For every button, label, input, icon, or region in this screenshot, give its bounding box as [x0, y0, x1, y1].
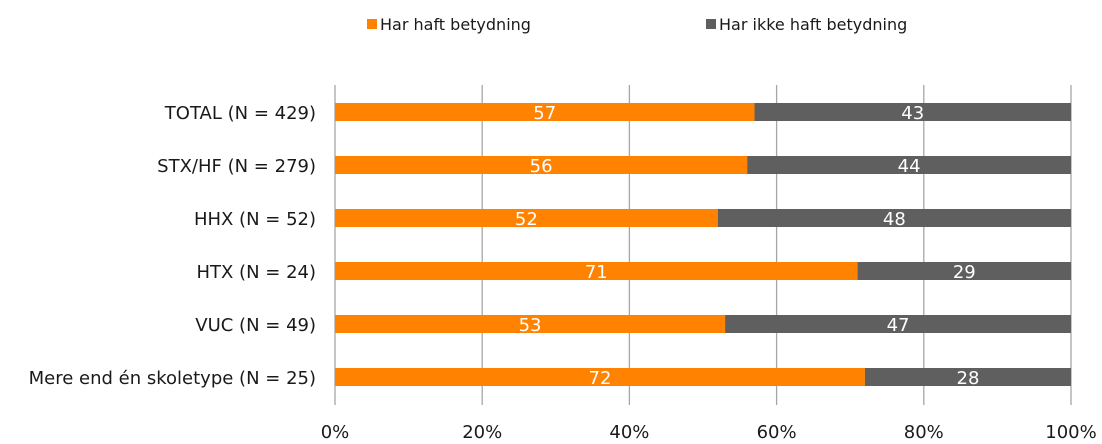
data-label: 72 — [589, 368, 612, 389]
category-labels: TOTAL (N = 429) STX/HF (N = 279) HHX (N = … — [29, 103, 316, 389]
bars — [335, 103, 1071, 386]
legend: Har haft betydning Har ikke haft betydnin… — [367, 15, 907, 34]
bar-segment — [754, 103, 1071, 121]
data-label: 28 — [957, 368, 980, 389]
x-tick-label: 100% — [1045, 422, 1096, 443]
data-label: 53 — [519, 315, 542, 336]
bar-segment — [747, 156, 1071, 174]
bar-segment — [857, 262, 1071, 280]
data-label: 29 — [953, 262, 976, 283]
x-tick-label: 40% — [609, 422, 649, 443]
bar-segment — [864, 368, 1071, 386]
x-tick-label: 20% — [462, 422, 502, 443]
bar-segment — [717, 209, 1071, 227]
category-label: HHX (N = 52) — [194, 209, 316, 230]
bar-segment — [335, 368, 865, 386]
bar-segment — [335, 156, 748, 174]
legend-label: Har haft betydning — [380, 15, 531, 34]
bar-segment — [725, 315, 1071, 333]
data-label: 44 — [898, 156, 921, 177]
x-axis-tick-labels: 0% 20% 40% 60% 80% 100% — [321, 422, 1097, 443]
legend-label: Har ikke haft betydning — [719, 15, 907, 34]
category-label: VUC (N = 49) — [195, 315, 316, 336]
data-labels: 57 43 56 44 52 48 71 29 53 47 72 28 — [515, 103, 980, 389]
category-label: TOTAL (N = 429) — [164, 103, 316, 124]
data-label: 71 — [585, 262, 608, 283]
data-label: 48 — [883, 209, 906, 230]
category-label: Mere end én skoletype (N = 25) — [29, 368, 316, 389]
legend-swatch — [367, 19, 377, 29]
bar-segment — [335, 103, 755, 121]
data-label: 52 — [515, 209, 538, 230]
legend-item: Har haft betydning — [367, 15, 531, 34]
bar-segment — [335, 262, 858, 280]
category-label: STX/HF (N = 279) — [157, 156, 316, 177]
data-label: 56 — [530, 156, 553, 177]
data-label: 57 — [533, 103, 556, 124]
gridlines — [334, 85, 1072, 405]
legend-swatch — [706, 19, 716, 29]
bar-segment — [335, 315, 726, 333]
x-tick-label: 0% — [321, 422, 350, 443]
legend-item: Har ikke haft betydning — [706, 15, 907, 34]
data-label: 43 — [901, 103, 924, 124]
bar-segment — [335, 209, 718, 227]
data-label: 47 — [887, 315, 910, 336]
x-tick-label: 60% — [757, 422, 797, 443]
category-label: HTX (N = 24) — [196, 262, 316, 283]
x-tick-label: 80% — [904, 422, 944, 443]
